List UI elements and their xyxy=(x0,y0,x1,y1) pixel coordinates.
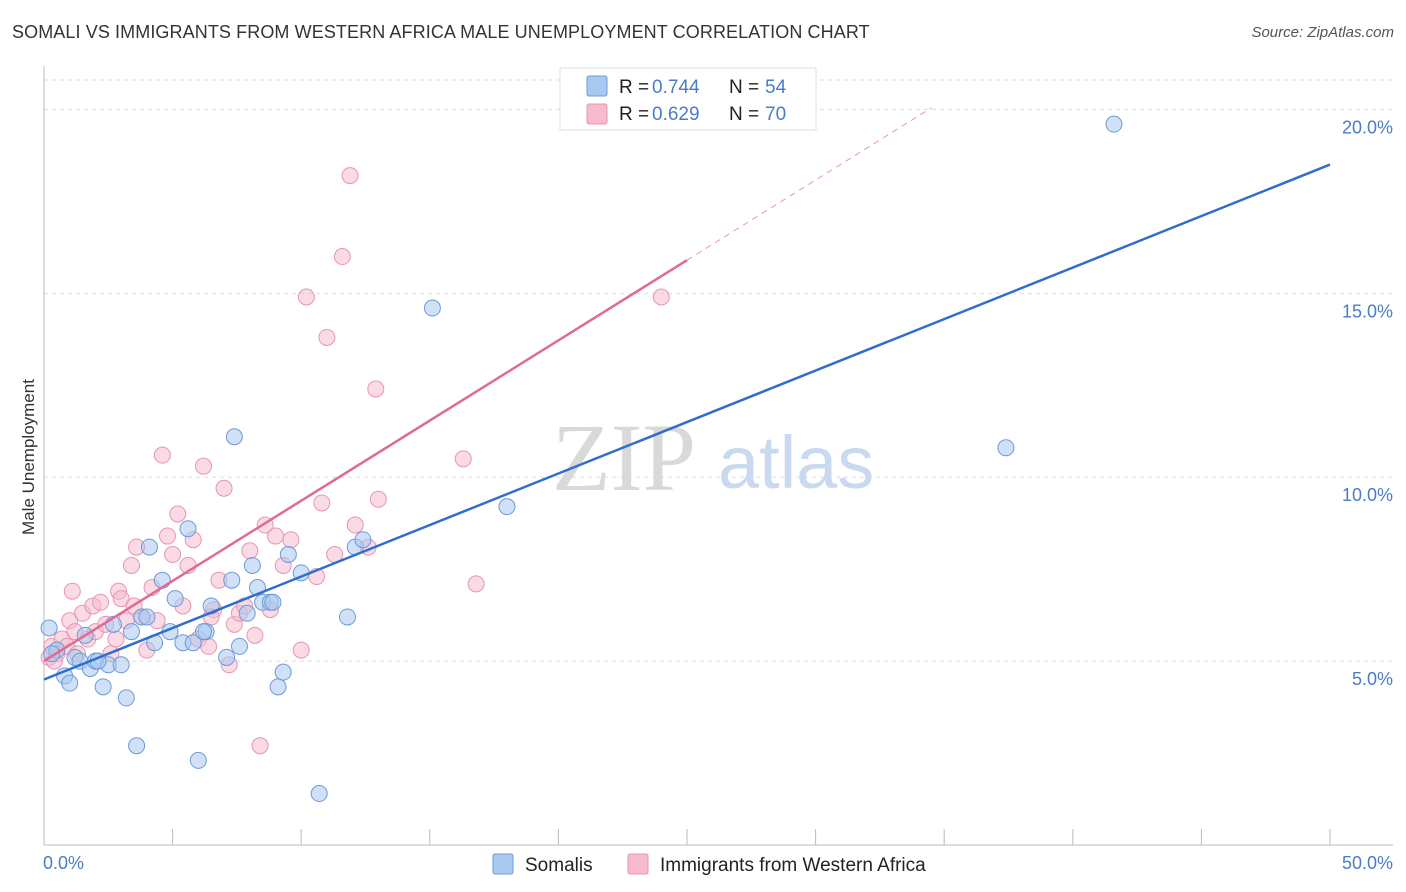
y-tick-label-1: 10.0% xyxy=(1342,485,1393,505)
watermark-atlas: atlas xyxy=(718,421,874,504)
somalis-point-51 xyxy=(138,608,156,626)
somalis-point-32 xyxy=(238,604,256,622)
legend-label-western-africa: Immigrants from Western Africa xyxy=(660,855,926,876)
somalis-point-47 xyxy=(997,439,1015,457)
somalis-point-28 xyxy=(218,648,236,666)
western-africa-trend-extension xyxy=(686,107,932,261)
somalis-point-33 xyxy=(243,556,261,574)
western-africa-point-49 xyxy=(282,531,300,549)
stats-legend: R = 0.744 N = 54 R = 0.629 N = 70 xyxy=(559,67,817,131)
source-credit: Source: ZipAtlas.com xyxy=(1251,24,1394,41)
somalis-point-44 xyxy=(354,531,372,549)
western-africa-point-54 xyxy=(318,328,336,346)
somalis-point-46 xyxy=(498,498,516,516)
western-africa-point-61 xyxy=(369,490,387,508)
western-africa-point-47 xyxy=(266,527,284,545)
somalis-point-53 xyxy=(264,593,282,611)
stats-legend-r-value-somalis: 0.744 xyxy=(652,77,700,98)
western-africa-point-27 xyxy=(164,545,182,563)
somalis-point-9 xyxy=(94,678,112,696)
stats-legend-swatch-western-africa xyxy=(586,103,608,125)
y-tick-label-3: 20.0% xyxy=(1342,117,1393,137)
somalis-point-38 xyxy=(274,663,292,681)
stats-legend-n-value-western-africa: 70 xyxy=(765,104,786,125)
western-africa-point-19 xyxy=(122,556,140,574)
western-africa-point-60 xyxy=(367,380,385,398)
western-africa-point-65 xyxy=(652,288,670,306)
western-africa-point-37 xyxy=(215,479,233,497)
western-africa-point-51 xyxy=(297,288,315,306)
somalis-point-30 xyxy=(225,428,243,446)
somalis-point-39 xyxy=(279,545,297,563)
stats-legend-swatch-somalis xyxy=(586,75,608,97)
somalis-point-29 xyxy=(223,571,241,589)
western-africa-point-53 xyxy=(313,494,331,512)
western-africa-point-44 xyxy=(251,737,269,755)
stats-legend-r-label-2: R = xyxy=(619,104,649,125)
somalis-point-45 xyxy=(423,299,441,317)
series-somalis-points xyxy=(40,115,1123,803)
somalis-point-0 xyxy=(40,619,58,637)
western-africa-point-42 xyxy=(241,542,259,560)
somalis-point-24 xyxy=(184,634,202,652)
western-africa-point-43 xyxy=(246,626,264,644)
somalis-point-48 xyxy=(1105,115,1123,133)
somalis-point-52 xyxy=(194,623,212,641)
somalis-point-31 xyxy=(230,637,248,655)
western-africa-point-17 xyxy=(112,590,130,608)
watermark: ZIP atlas xyxy=(552,404,874,511)
stats-legend-n-value-somalis: 54 xyxy=(765,77,787,98)
somalis-point-37 xyxy=(269,678,287,696)
western-africa-point-58 xyxy=(346,516,364,534)
western-africa-point-6 xyxy=(63,582,81,600)
somalis-point-17 xyxy=(140,538,158,556)
legend-swatch-somalis xyxy=(492,853,514,875)
stats-legend-r-value-western-africa: 0.629 xyxy=(652,104,700,125)
western-africa-point-50 xyxy=(292,641,310,659)
chart-title: SOMALI VS IMMIGRANTS FROM WESTERN AFRICA… xyxy=(12,22,870,42)
x-tick-label-max: 50.0% xyxy=(1342,853,1393,873)
western-africa-point-63 xyxy=(467,575,485,593)
x-tick-label-min: 0.0% xyxy=(43,853,84,873)
western-africa-point-56 xyxy=(333,248,351,266)
trend-lines xyxy=(43,107,1331,681)
axes xyxy=(43,66,1393,846)
somalis-trend-line xyxy=(43,163,1331,681)
y-axis-title: Male Unemployment xyxy=(19,379,38,535)
y-tick-label-2: 15.0% xyxy=(1342,301,1393,321)
western-africa-point-15 xyxy=(107,630,125,648)
stats-legend-n-label-2: N = xyxy=(729,104,759,125)
somalis-point-41 xyxy=(310,785,328,803)
series-legend: Somalis Immigrants from Western Africa xyxy=(492,853,926,876)
somalis-point-21 xyxy=(166,590,184,608)
somalis-point-3 xyxy=(61,674,79,692)
western-africa-point-34 xyxy=(200,637,218,655)
western-africa-trend-line xyxy=(43,259,688,663)
western-africa-point-62 xyxy=(454,450,472,468)
somalis-point-12 xyxy=(112,656,130,674)
legend-label-somalis: Somalis xyxy=(525,855,593,876)
watermark-zip: ZIP xyxy=(552,404,696,511)
y-tick-label-0: 5.0% xyxy=(1352,669,1393,689)
somalis-point-25 xyxy=(189,751,207,769)
western-africa-point-57 xyxy=(341,167,359,185)
western-africa-point-28 xyxy=(169,505,187,523)
western-africa-point-12 xyxy=(92,593,110,611)
somalis-point-15 xyxy=(128,737,146,755)
legend-swatch-western-africa xyxy=(627,853,649,875)
western-africa-point-26 xyxy=(158,527,176,545)
stats-legend-r-label-1: R = xyxy=(619,77,649,98)
western-africa-point-33 xyxy=(194,457,212,475)
somalis-point-14 xyxy=(122,623,140,641)
somalis-point-42 xyxy=(338,608,356,626)
somalis-point-13 xyxy=(117,689,135,707)
stats-legend-n-label-1: N = xyxy=(729,77,759,98)
somalis-point-19 xyxy=(153,571,171,589)
gridlines xyxy=(44,79,1393,662)
somalis-point-23 xyxy=(179,520,197,538)
western-africa-point-25 xyxy=(153,446,171,464)
